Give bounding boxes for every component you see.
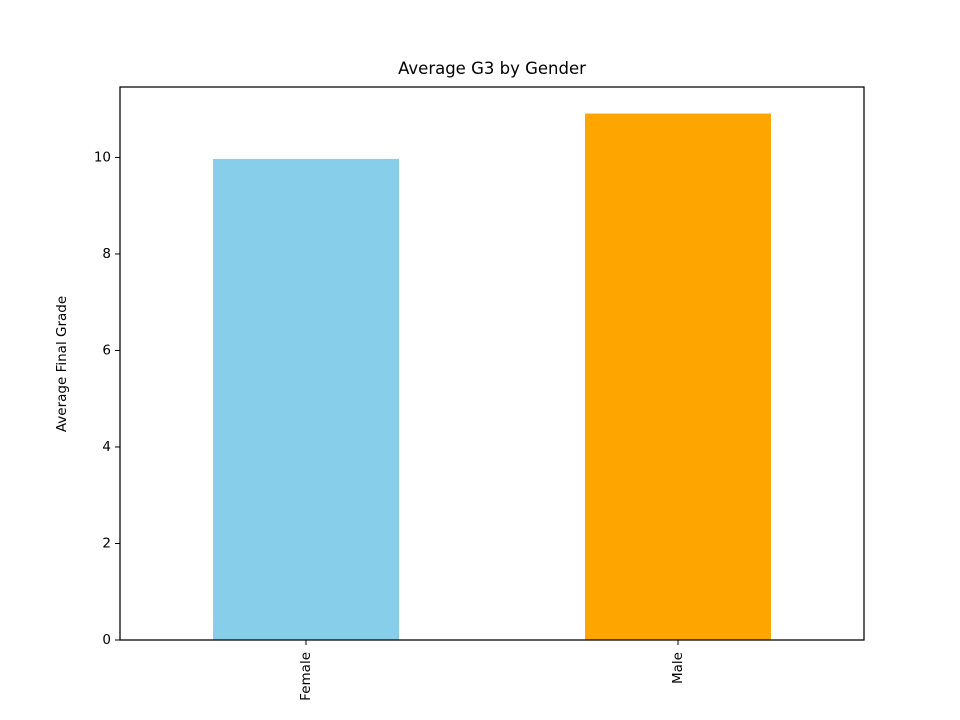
plot-frame <box>119 86 865 641</box>
y-tick-label: 6 <box>102 342 111 358</box>
x-tick-label-male: Male <box>670 652 686 684</box>
bar-male <box>585 113 771 640</box>
y-tick-label: 2 <box>102 535 111 551</box>
y-tick-label: 4 <box>102 439 111 455</box>
y-axis-label: Average Final Grade <box>54 296 70 432</box>
y-tick-label: 0 <box>102 632 111 648</box>
x-tick-label-female: Female <box>298 652 314 701</box>
bars-layer <box>213 113 771 640</box>
ticks-layer: Female Male 0 2 4 6 8 10 <box>94 149 686 700</box>
y-tick-label: 10 <box>94 149 111 165</box>
chart-title: Average G3 by Gender <box>398 59 586 78</box>
bar-female <box>213 158 399 640</box>
y-tick-label: 8 <box>102 246 111 262</box>
